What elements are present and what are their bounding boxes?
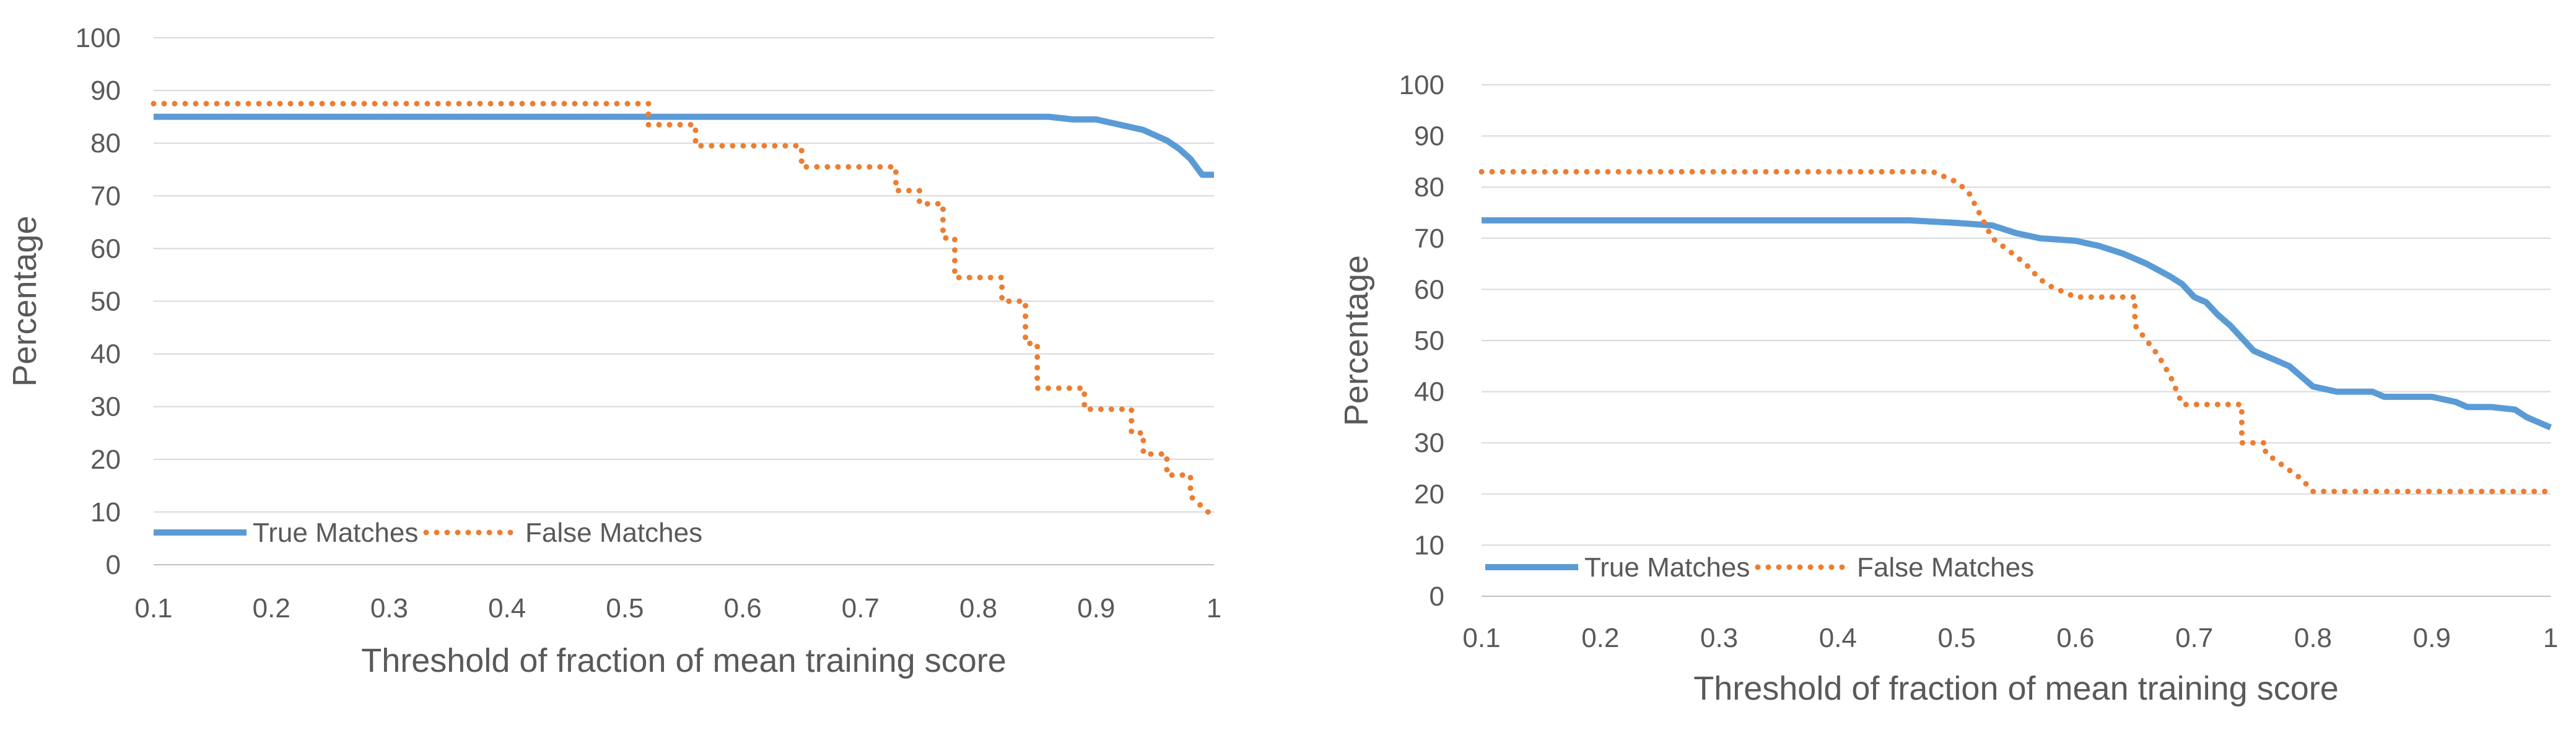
- x-tick-label: 0.4: [488, 593, 526, 624]
- x-tick-label: 0.6: [2056, 623, 2094, 653]
- y-tick-label: 70: [90, 181, 121, 211]
- y-tick-label: 40: [90, 339, 121, 370]
- x-tick-label: 0.8: [2294, 623, 2332, 653]
- y-tick-label: 30: [1414, 428, 1444, 458]
- x-tick-label: 0.3: [1700, 623, 1738, 653]
- y-tick-label: 30: [90, 392, 121, 422]
- legend-label: True Matches: [253, 518, 418, 548]
- y-tick-label: 100: [1399, 70, 1444, 100]
- legend-label: False Matches: [1857, 552, 2034, 583]
- legend-label: True Matches: [1584, 552, 1750, 583]
- x-tick-label: 0.2: [253, 593, 290, 624]
- x-tick-label: 0.2: [1581, 623, 1619, 653]
- y-tick-label: 50: [90, 287, 121, 317]
- x-tick-label: 0.5: [606, 593, 644, 624]
- x-tick-label: 0.6: [724, 593, 762, 624]
- y-tick-label: 40: [1414, 377, 1444, 407]
- y-tick-label: 10: [90, 497, 121, 528]
- series-line-true-matches: [1482, 217, 2552, 430]
- y-tick-label: 10: [1414, 530, 1444, 560]
- x-tick-label: 0.1: [1462, 623, 1500, 653]
- y-tick-label: 0: [106, 550, 121, 580]
- x-tick-label: 0.3: [370, 593, 408, 624]
- y-tick-label: 50: [1414, 326, 1444, 356]
- x-tick-label: 0.7: [842, 593, 880, 624]
- y-axis-title: Percentage: [1338, 255, 1375, 426]
- chart-left: 0 10 20 30 40 50 60 70 80 90 100 0.1 0.2 0.3 0.4 0.5 0.6…: [6, 23, 1221, 679]
- x-tick-label: 0.9: [2413, 623, 2451, 653]
- y-tick-label: 0: [1430, 581, 1444, 612]
- x-axis-title: Threshold of fraction of mean training s…: [361, 642, 1006, 679]
- y-tick-label: 90: [1414, 121, 1444, 152]
- y-tick-label: 60: [1414, 274, 1444, 305]
- x-tick-label: 0.9: [1077, 593, 1115, 624]
- legend-label: False Matches: [525, 518, 702, 548]
- series-line-true-matches: [154, 113, 1214, 178]
- y-tick-label: 90: [90, 76, 121, 106]
- x-axis-title: Threshold of fraction of mean training s…: [1693, 670, 2339, 707]
- x-tick-label: 0.8: [959, 593, 997, 624]
- y-tick-label: 70: [1414, 224, 1444, 254]
- chart-right: 0 10 20 30 40 50 60 70 80 90 100 0.1 0.2 0.3 0.4 0.5 0.6…: [1338, 70, 2558, 707]
- y-tick-label: 20: [1414, 479, 1444, 510]
- x-tick-label: 0.1: [134, 593, 172, 624]
- x-tick-label: 0.4: [1819, 623, 1857, 653]
- x-tick-label: 1: [1207, 593, 1221, 624]
- y-tick-label: 60: [90, 233, 121, 264]
- y-tick-label: 100: [76, 23, 121, 53]
- series-line-false-matches: [151, 100, 1217, 520]
- x-tick-label: 0.5: [1938, 623, 1976, 653]
- y-tick-label: 20: [90, 445, 121, 475]
- y-axis-title: Percentage: [6, 215, 43, 386]
- x-tick-label: 0.7: [2175, 623, 2213, 653]
- x-tick-label: 1: [2543, 623, 2558, 653]
- y-tick-label: 80: [1414, 172, 1444, 202]
- y-tick-label: 80: [90, 128, 121, 159]
